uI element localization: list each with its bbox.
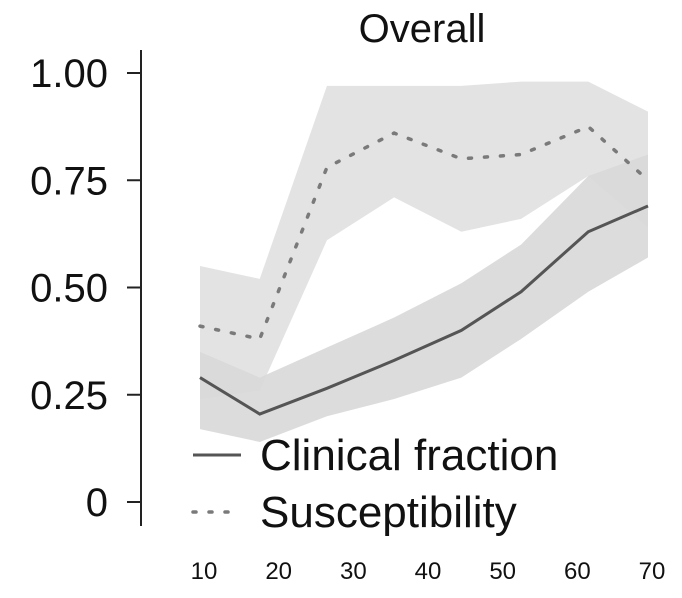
legend: Clinical fraction Susceptibility [191, 431, 558, 537]
legend-label: Clinical fraction [260, 431, 558, 480]
x-tick-label: 60 [564, 558, 591, 585]
x-tick-label: 40 [415, 558, 442, 585]
band-1 [200, 81, 648, 400]
x-tick-label: 10 [191, 558, 218, 585]
x-tick-label: 70 [639, 558, 666, 585]
band-0 [200, 154, 648, 442]
y-tick-label: 0.25 [30, 374, 108, 418]
y-tick-label: 0.75 [30, 159, 108, 203]
chart-title: Overall [359, 7, 486, 51]
series-line-1 [198, 124, 650, 342]
y-tick-label: 0 [86, 481, 108, 525]
x-tick-label: 30 [340, 558, 367, 585]
x-tick-label: 20 [265, 558, 292, 585]
series-line-0 [199, 204, 649, 416]
legend-label: Susceptibility [260, 488, 517, 537]
y-tick-label: 0.50 [30, 267, 108, 311]
x-tick-label: 50 [489, 558, 516, 585]
confidence-bands [200, 81, 648, 442]
y-axis: 0 0.25 0.50 0.75 1.00 [30, 50, 142, 526]
x-axis: 10 20 30 40 50 60 70 [191, 558, 666, 585]
y-tick-label: 1.00 [30, 52, 108, 96]
series-lines [198, 124, 650, 416]
